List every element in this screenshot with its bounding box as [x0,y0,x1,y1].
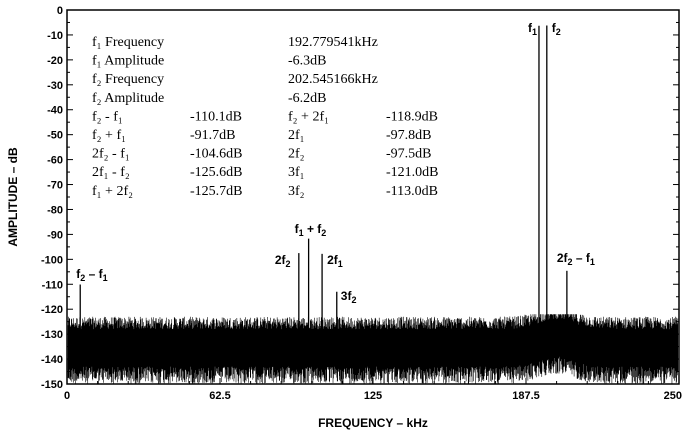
info-label: 2f₂ [288,147,305,162]
info-label: 2f₁ - f₂ [92,165,130,180]
info-label: f₁ Amplitude [92,54,164,69]
info-label: f₂ + f₁ [92,128,126,143]
info-label: 2f₁ [288,128,305,143]
y-tick-label: -120 [41,304,63,316]
info-value: -118.9dB [386,109,438,124]
noise-trace [67,314,679,384]
y-tick-label: -110 [42,279,63,291]
y-tick-label: -50 [47,130,63,142]
info-label: f₁ Frequency [92,35,164,50]
info-value: -6.3dB [288,54,327,69]
y-tick-label: -70 [47,180,63,192]
info-label: 2f₂ - f₁ [92,147,130,162]
x-tick-label: 187.5 [512,390,540,402]
info-label: f₂ Amplitude [92,91,164,106]
y-tick-label: -80 [47,204,63,216]
y-tick-label: 0 [57,5,63,17]
info-value: -91.7dB [190,128,236,143]
x-tick-label: 250 [664,390,682,402]
info-value: 192.779541kHz [288,35,378,50]
peak-label: f2 – f1 [76,267,107,283]
y-tick-label: -140 [41,354,63,366]
y-axis-label: AMPLITUDE – dB [6,147,20,247]
y-axis: 0 -10 -20 -30 -40 -50 -60 -70 -80 -90 -100 -110 -120… [41,5,679,391]
y-tick-label: -30 [47,80,63,92]
y-tick-label: -150 [41,379,63,391]
info-label: 3f₂ [288,184,305,199]
x-tick-label: 62.5 [209,390,230,402]
peak-label: f1 + f2 [295,222,327,238]
y-tick-label: -130 [41,329,63,341]
info-label: f₂ - f₁ [92,109,123,124]
peak-label: f1 [528,21,537,37]
y-tick-label: -90 [47,229,63,241]
info-value: -113.0dB [386,184,438,199]
peak-label: 2f2 – f1 [557,251,595,267]
info-value: -125.6dB [190,165,243,180]
peak-label: 2f1 [327,253,343,269]
noise-floor [67,314,679,384]
peak-label: f2 [552,21,561,37]
info-value: -110.1dB [190,109,242,124]
y-tick-label: -40 [47,105,63,117]
x-axis: 0 62.5 125 187.5 250 [64,378,682,402]
x-tick-label: 0 [64,390,70,402]
info-label: 3f₁ [288,165,305,180]
info-value: -6.2dB [288,91,327,106]
spectral-peaks [79,25,568,345]
info-value: -104.6dB [190,147,243,162]
info-value: -125.7dB [190,184,243,199]
info-value: 202.545166kHz [288,72,378,87]
info-label: f₁ + 2f₂ [92,184,133,199]
y-tick-label: -10 [47,30,63,42]
measurement-table: f₁ Frequency 192.779541kHz f₁ Amplitude -6.… [92,35,439,199]
y-tick-label: -20 [47,55,63,67]
info-label: f₂ + 2f₁ [288,109,329,124]
info-value: -121.0dB [386,165,439,180]
peak-label: 2f2 [275,253,291,269]
peak-label: 3f2 [341,289,357,305]
x-axis-label: FREQUENCY – kHz [318,416,428,430]
info-value: -97.5dB [386,147,432,162]
info-value: -97.8dB [386,128,432,143]
y-tick-label: -100 [41,254,63,266]
y-tick-label: -60 [47,155,63,167]
x-tick-label: 125 [364,390,382,402]
info-label: f₂ Frequency [92,72,164,87]
